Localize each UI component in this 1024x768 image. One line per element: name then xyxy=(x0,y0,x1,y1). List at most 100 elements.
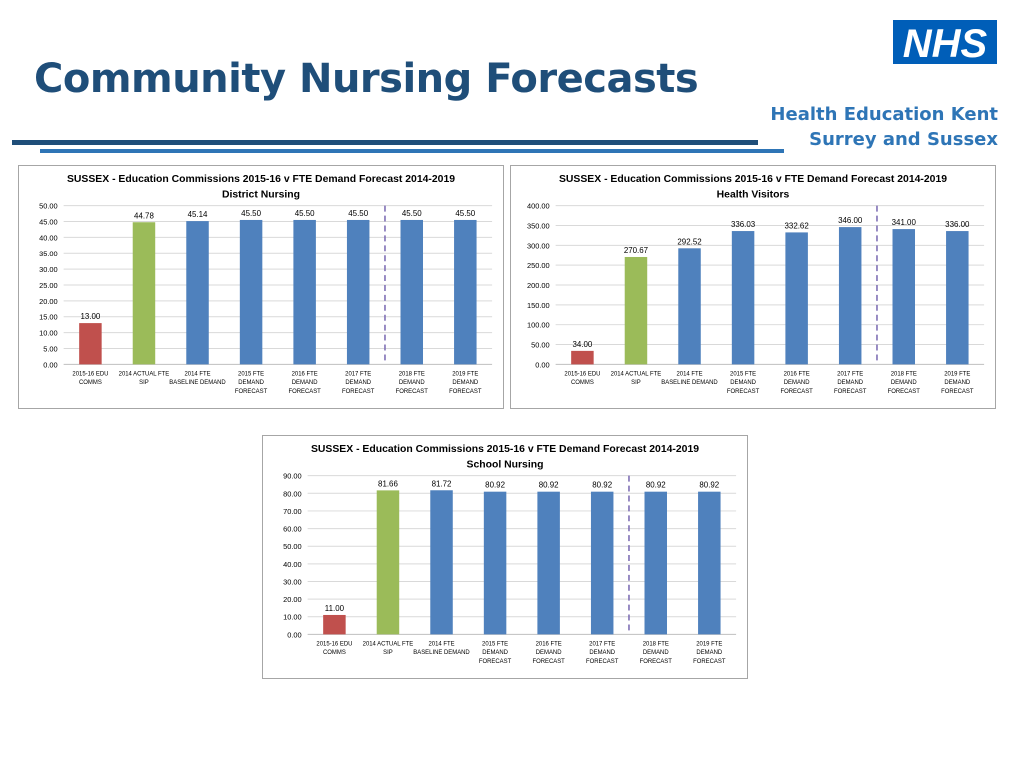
x-tick-label: FORECAST xyxy=(288,389,321,395)
x-tick-label: 2014 FTE xyxy=(184,371,210,377)
x-tick-label: FORECAST xyxy=(693,659,726,665)
bar xyxy=(293,219,316,365)
x-tick-label: 2019 FTE xyxy=(696,641,722,647)
data-label: 332.62 xyxy=(785,221,809,230)
school-nursing-chart: SUSSEX - Education Commissions 2015-16 v… xyxy=(262,435,748,679)
x-tick-label: 2018 FTE xyxy=(891,371,917,377)
x-tick-label: SIP xyxy=(631,380,641,386)
bar xyxy=(698,491,721,635)
data-label: 13.00 xyxy=(80,312,100,321)
y-tick-label: 0.00 xyxy=(287,630,301,639)
y-tick-label: 50.00 xyxy=(39,202,58,211)
x-tick-label: 2015-16 EDU xyxy=(72,371,108,377)
y-tick-label: 30.00 xyxy=(283,577,302,586)
x-tick-label: DEMAND xyxy=(837,380,863,386)
x-tick-label: SIP xyxy=(139,380,149,386)
x-tick-label: 2015 FTE xyxy=(238,371,264,377)
bar xyxy=(785,232,808,365)
y-tick-label: 250.00 xyxy=(527,261,550,270)
chart-subtitle: Health Visitors xyxy=(717,190,790,201)
data-label: 80.92 xyxy=(485,481,505,490)
x-tick-label: 2015-16 EDU xyxy=(564,371,600,377)
x-tick-label: FORECAST xyxy=(780,389,813,395)
y-tick-label: 35.00 xyxy=(39,249,58,258)
data-label: 336.03 xyxy=(731,220,756,229)
y-tick-label: 70.00 xyxy=(283,507,302,516)
y-tick-label: 150.00 xyxy=(527,301,550,310)
bar xyxy=(483,491,507,635)
bar xyxy=(376,490,400,635)
x-tick-label: 2016 FTE xyxy=(292,371,318,377)
data-label: 34.00 xyxy=(572,340,592,349)
y-tick-label: 40.00 xyxy=(283,560,302,569)
y-tick-label: 5.00 xyxy=(43,344,57,353)
x-tick-label: DEMAND xyxy=(944,380,970,386)
x-tick-label: FORECAST xyxy=(396,389,429,395)
bar xyxy=(346,219,370,365)
x-tick-label: BASELINE DEMAND xyxy=(169,380,225,386)
data-label: 45.50 xyxy=(295,209,315,218)
x-tick-label: DEMAND xyxy=(482,650,508,656)
data-label: 336.00 xyxy=(945,220,970,229)
x-tick-label: DEMAND xyxy=(643,650,669,656)
data-label: 346.00 xyxy=(838,216,863,225)
data-label: 45.50 xyxy=(241,209,261,218)
x-tick-label: FORECAST xyxy=(888,389,921,395)
x-tick-label: DEMAND xyxy=(292,380,318,386)
y-tick-label: 80.00 xyxy=(283,489,302,498)
data-label: 270.67 xyxy=(624,246,648,255)
x-tick-label: 2017 FTE xyxy=(837,371,863,377)
x-tick-label: DEMAND xyxy=(452,380,478,386)
page-title: Community Nursing Forecasts xyxy=(34,56,699,102)
y-tick-label: 90.00 xyxy=(283,472,302,481)
x-tick-label: 2014 FTE xyxy=(428,641,454,647)
data-label: 45.50 xyxy=(348,209,368,218)
x-tick-label: 2014 ACTUAL FTE xyxy=(611,371,662,377)
x-tick-label: FORECAST xyxy=(941,389,974,395)
data-label: 44.78 xyxy=(134,211,154,220)
y-tick-label: 400.00 xyxy=(527,202,550,211)
x-tick-label: 2016 FTE xyxy=(784,371,810,377)
x-tick-label: FORECAST xyxy=(727,389,760,395)
data-label: 45.14 xyxy=(188,210,208,219)
bar xyxy=(132,222,156,365)
nhs-logo-text: NHS xyxy=(903,22,988,64)
x-tick-label: 2015-16 EDU xyxy=(316,641,352,647)
bar xyxy=(838,227,862,365)
data-label: 45.50 xyxy=(455,209,475,218)
x-tick-label: DEMAND xyxy=(536,650,562,656)
x-tick-label: BASELINE DEMAND xyxy=(661,380,717,386)
y-tick-label: 50.00 xyxy=(283,542,302,551)
bar xyxy=(731,231,755,365)
school-nursing-chart-svg: SUSSEX - Education Commissions 2015-16 v… xyxy=(283,444,737,665)
bar xyxy=(571,350,594,365)
x-tick-label: DEMAND xyxy=(891,380,917,386)
y-tick-label: 0.00 xyxy=(43,360,57,369)
y-tick-label: 40.00 xyxy=(39,233,58,242)
y-tick-label: 350.00 xyxy=(527,221,550,230)
y-tick-label: 100.00 xyxy=(527,321,550,330)
data-label: 341.00 xyxy=(892,218,917,227)
chart-title: SUSSEX - Education Commissions 2015-16 v… xyxy=(559,174,947,185)
district-nursing-chart: SUSSEX - Education Commissions 2015-16 v… xyxy=(18,165,504,409)
bar xyxy=(430,490,453,635)
x-tick-label: 2017 FTE xyxy=(589,641,615,647)
x-tick-label: 2014 ACTUAL FTE xyxy=(363,641,414,647)
data-label: 80.92 xyxy=(699,481,719,490)
x-tick-label: 2014 ACTUAL FTE xyxy=(119,371,170,377)
header-rule-dark xyxy=(12,140,758,145)
bar xyxy=(946,231,969,365)
x-tick-label: 2015 FTE xyxy=(482,641,508,647)
bar xyxy=(454,219,477,365)
data-label: 80.92 xyxy=(592,481,612,490)
data-label: 292.52 xyxy=(677,237,701,246)
bar xyxy=(537,491,560,635)
y-tick-label: 10.00 xyxy=(283,613,302,622)
y-tick-label: 20.00 xyxy=(39,297,58,306)
x-tick-label: 2015 FTE xyxy=(730,371,756,377)
y-tick-label: 0.00 xyxy=(535,360,549,369)
x-tick-label: DEMAND xyxy=(399,380,425,386)
x-tick-label: DEMAND xyxy=(238,380,264,386)
data-label: 81.72 xyxy=(432,479,452,488)
x-tick-label: FORECAST xyxy=(235,389,268,395)
